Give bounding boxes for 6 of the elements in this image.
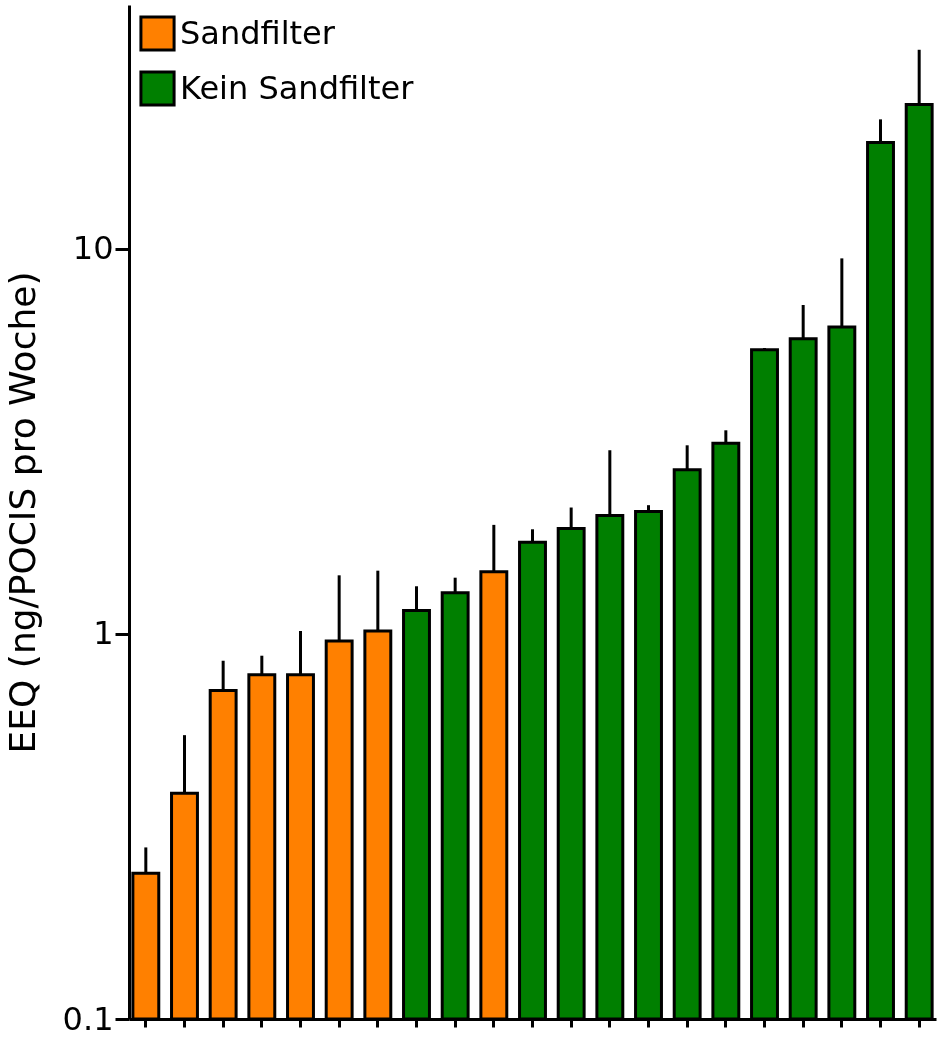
legend-label: Kein Sandfilter [180, 68, 415, 107]
y-tick-label: 0.1 [62, 999, 114, 1038]
y-tick-label: 1 [93, 614, 114, 653]
y-tick-label: 10 [72, 229, 114, 268]
y-axis-title: EEQ (ng/POCIS pro Woche) [1, 271, 43, 754]
legend-label: Sandfilter [180, 13, 336, 52]
